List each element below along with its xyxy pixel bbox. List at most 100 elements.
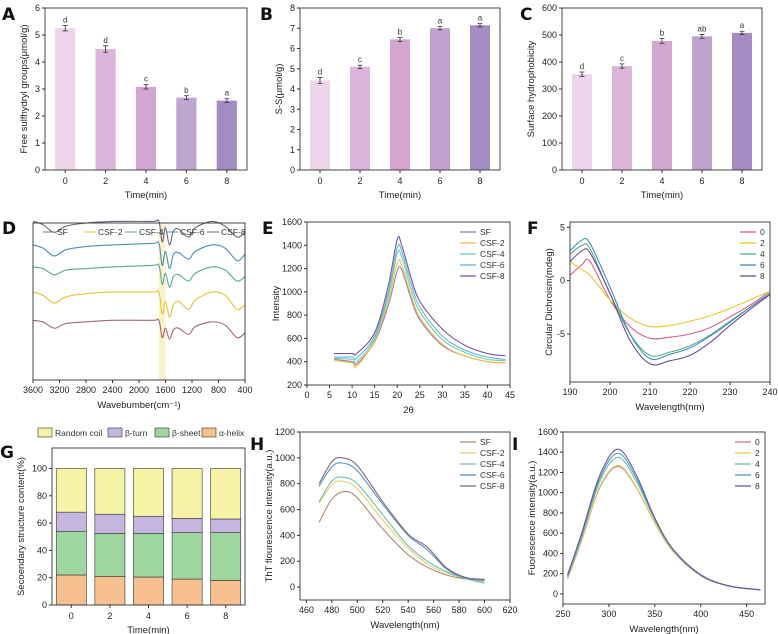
x-tick-label: 8 [224,176,229,186]
panel-letter: A [2,5,16,25]
x-tick-label: 560 [426,605,441,615]
series-line [32,318,246,340]
panel-letter: I [512,435,518,455]
y-tick-label: 300 [542,84,557,94]
significance-label: b [398,27,403,36]
y-tick-label: 600 [543,528,558,538]
x-axis-title: Wavelength(nm) [370,620,439,631]
x-tick-label: 10 [347,390,357,400]
x-tick-label: 0 [63,176,68,186]
plot-frame [562,431,766,605]
error-bar [477,23,483,28]
x-tick-label: 2400 [102,385,122,395]
y-tick-label: 1600 [538,427,558,437]
significance-label: a [438,17,443,26]
y-tick-label: 5 [560,222,565,232]
stacked-segment [133,515,164,534]
y-tick-label: 0 [553,589,558,599]
y-tick-label: 0 [552,165,557,175]
y-tick-label: 2 [290,125,295,135]
error-bar [143,84,149,90]
stacked-segment [55,511,87,532]
series-line [569,258,771,340]
x-tick-label: 20 [392,390,402,400]
x-tick-label: 2800 [76,385,96,395]
y-axis-title: Surface hydrophobicity [526,40,537,137]
x-tick-label: 460 [299,605,314,615]
stacked-segment [171,518,203,533]
y-tick-label: 3 [290,104,295,114]
legend-label: β-sheet [172,428,201,438]
y-tick-label: 7 [290,23,295,33]
x-tick-label: 8 [223,611,228,621]
stacked-segment [55,574,87,606]
stacked-segment [210,518,242,533]
bar [692,36,712,170]
y-tick-label: 200 [287,380,302,390]
x-tick-label: 1200 [182,385,202,395]
highlight-band [158,223,166,380]
panel-letter: H [250,435,264,455]
x-tick-label: 3200 [49,385,69,395]
significance-label: b [184,86,189,95]
stacked-segment [55,468,87,513]
error-bar [224,98,230,103]
stacked-segment [94,576,126,606]
x-tick-label: 620 [502,605,517,615]
x-tick-label: 190 [562,387,577,397]
x-tick-label: 2000 [129,385,149,395]
y-tick-label: 5 [290,64,295,74]
series-line [333,258,506,369]
y-tick-label: 1200 [282,264,302,274]
stacked-segment [94,513,126,534]
y-tick-label: 1000 [282,287,302,297]
legend-label: CSF-6 [480,470,505,480]
bar [732,32,752,171]
x-tick-label: 2 [619,176,624,186]
error-bar [103,45,109,53]
significance-label: a [740,21,745,30]
x-tick-label: 8 [477,176,482,186]
series-line [569,243,771,357]
x-axis-title: Wavelength(nm) [629,624,698,634]
y-tick-label: 20 [37,573,47,583]
x-tick-label: 4 [146,611,151,621]
legend-label: CSF-6 [480,260,505,270]
panel-letter: B [260,5,273,25]
y-tick-label: 4 [35,57,40,67]
x-tick-label: 480 [324,605,339,615]
legend-label: 0 [755,437,760,447]
y-tick-label: 40 [37,545,47,555]
legend-label: CSF-4 [480,459,505,469]
y-tick-label: 5 [35,30,40,40]
panel-letter: D [2,219,16,239]
stacked-segment [210,580,242,606]
y-tick-label: 60 [37,518,47,528]
y-axis-title: Free sulfhydryl groups(μmol/g) [19,24,30,153]
x-tick-label: 540 [401,605,416,615]
x-tick-label: 2 [103,176,108,186]
plot-frame [306,221,511,386]
x-axis-title: Time(min) [379,190,421,201]
x-tick-label: 350 [647,609,662,619]
y-axis-title: S-S(μmol/g) [274,64,285,115]
x-axis-title: Time(min) [127,625,169,634]
x-tick-label: 0 [69,611,74,621]
series-line [318,476,485,584]
y-tick-label: 1200 [538,467,558,477]
x-tick-label: 2 [357,176,362,186]
legend-label: 6 [755,470,760,480]
plot-frame [299,431,511,601]
error-bar [183,95,189,100]
x-tick-label: 250 [555,609,570,619]
panel-e: E 0 5 10 15 20 25 30 35 40 45 200 400 600 800 1000 1200 1… [262,217,515,416]
stacked-segment [94,468,126,515]
y-tick-label: 1400 [538,447,558,457]
legend-label: CSF-2 [480,238,505,248]
bar [470,25,490,171]
x-tick-label: 400 [237,385,252,395]
x-tick-label: 0 [304,390,309,400]
significance-label: b [660,29,665,38]
legend-label: 8 [760,271,765,281]
significance-label: a [225,89,230,98]
